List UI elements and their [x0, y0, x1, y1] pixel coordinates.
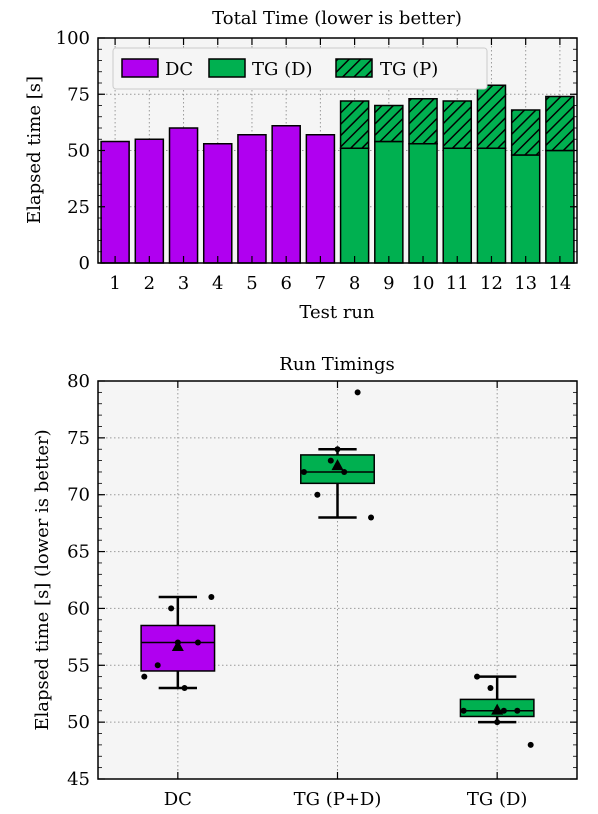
legend-swatch-tg-d — [208, 58, 246, 78]
data-point — [154, 662, 161, 669]
x-tick-label: 11 — [446, 273, 469, 294]
x-tick-label: 6 — [280, 273, 291, 294]
bar-tg-d — [374, 140, 404, 264]
bar-tg-p — [442, 100, 473, 149]
mean-marker — [491, 703, 504, 715]
legend-label-tg-p: TG (P) — [380, 59, 438, 80]
x-tick-label: TG (P+D) — [294, 789, 382, 810]
x-tick-label: 12 — [480, 273, 503, 294]
box-chart-plot-area — [98, 381, 577, 779]
box-chart-frame — [97, 380, 578, 780]
y-tick-label: 45 — [67, 769, 90, 790]
x-tick-label: 14 — [548, 273, 571, 294]
bar-chart-title: Total Time (lower is better) — [212, 8, 462, 29]
data-point — [527, 741, 534, 748]
y-tick-label: 75 — [67, 428, 90, 449]
x-tick-label: 3 — [178, 273, 189, 294]
bar-chart-x-label: Test run — [299, 302, 375, 323]
bar-dc — [237, 134, 267, 264]
x-tick-label: 9 — [383, 273, 394, 294]
bar-chart-frame — [97, 37, 578, 264]
bar-tg-d — [339, 147, 370, 264]
data-point — [314, 491, 321, 498]
bar-tg-d — [408, 143, 438, 264]
x-tick-label: 5 — [246, 273, 257, 294]
data-point — [141, 673, 148, 680]
bar-tg-p — [510, 109, 541, 156]
y-tick-label: 60 — [67, 598, 90, 619]
data-point — [300, 468, 307, 475]
bar-tg-p — [339, 100, 370, 149]
box-chart-y-label: Elapsed time [s] (lower is better) — [32, 429, 53, 730]
data-point — [500, 707, 507, 714]
x-tick-label: 8 — [349, 273, 360, 294]
y-tick-label: 80 — [67, 371, 90, 392]
y-tick-label: 75 — [67, 84, 90, 105]
legend-swatch-tg-p — [335, 58, 373, 78]
data-point — [181, 685, 188, 692]
bar-dc — [202, 143, 233, 264]
legend-box — [112, 47, 488, 90]
bar-tg-p — [408, 98, 438, 145]
bar-tg-d — [545, 149, 575, 264]
bar-tg-d — [510, 154, 541, 264]
x-tick-label: 1 — [109, 273, 120, 294]
data-point — [514, 707, 521, 714]
x-tick-label: TG (D) — [467, 789, 528, 810]
legend-label-dc: DC — [165, 59, 193, 80]
y-tick-label: 55 — [67, 655, 90, 676]
data-point — [487, 685, 494, 692]
legend-label-tg-d: TG (D) — [252, 59, 313, 80]
box-chart: 45 50 55 60 65 70 75 80 DC TG (P+D) TG (D) Run Tim… — [32, 354, 578, 810]
x-tick-label: 7 — [315, 273, 326, 294]
y-tick-label: 65 — [67, 542, 90, 563]
bar-chart-legend: DC TG (D) TG (P) — [112, 47, 488, 90]
bar-tg-p — [545, 95, 575, 152]
box-chart-title: Run Timings — [279, 354, 394, 375]
data-point — [460, 707, 467, 714]
bar-dc — [305, 134, 336, 264]
data-point — [341, 468, 348, 475]
bar-chart-y-label: Elapsed time [s] — [24, 76, 45, 224]
bar-tg-d — [442, 147, 473, 264]
bar-tg-p — [374, 104, 404, 143]
legend-swatch-dc — [121, 58, 159, 78]
data-point — [194, 639, 201, 646]
x-tick-label: DC — [164, 789, 192, 810]
data-point — [494, 719, 501, 726]
bar-dc — [271, 125, 301, 264]
data-point — [474, 673, 481, 680]
y-tick-label: 50 — [67, 141, 90, 162]
data-point — [354, 389, 361, 396]
y-tick-label: 50 — [67, 712, 90, 733]
x-tick-label: 4 — [212, 273, 223, 294]
x-tick-label: 2 — [144, 273, 155, 294]
y-tick-label: 70 — [67, 485, 90, 506]
y-tick-label: 100 — [56, 28, 90, 49]
data-point — [327, 457, 334, 464]
bar-tg-p — [476, 84, 507, 149]
x-tick-label: 10 — [412, 273, 435, 294]
bar-tg-d — [476, 147, 507, 264]
data-point — [208, 594, 215, 601]
box-chart-ticks: 45 50 55 60 65 70 75 80 DC TG (P+D) TG (D) — [67, 371, 577, 810]
x-tick-label: 13 — [514, 273, 537, 294]
y-tick-label: 25 — [67, 197, 90, 218]
box-chart-boxes — [140, 389, 535, 748]
mean-marker — [171, 639, 184, 651]
box-iqr — [140, 624, 216, 672]
data-point — [368, 514, 375, 521]
data-point — [334, 446, 341, 453]
data-point — [168, 605, 175, 612]
y-tick-label: 0 — [79, 253, 90, 274]
bar-dc — [168, 127, 199, 264]
mean-marker — [331, 459, 344, 471]
bar-chart-bars — [100, 84, 575, 264]
bar-dc — [100, 140, 130, 264]
bar-dc — [134, 138, 165, 264]
